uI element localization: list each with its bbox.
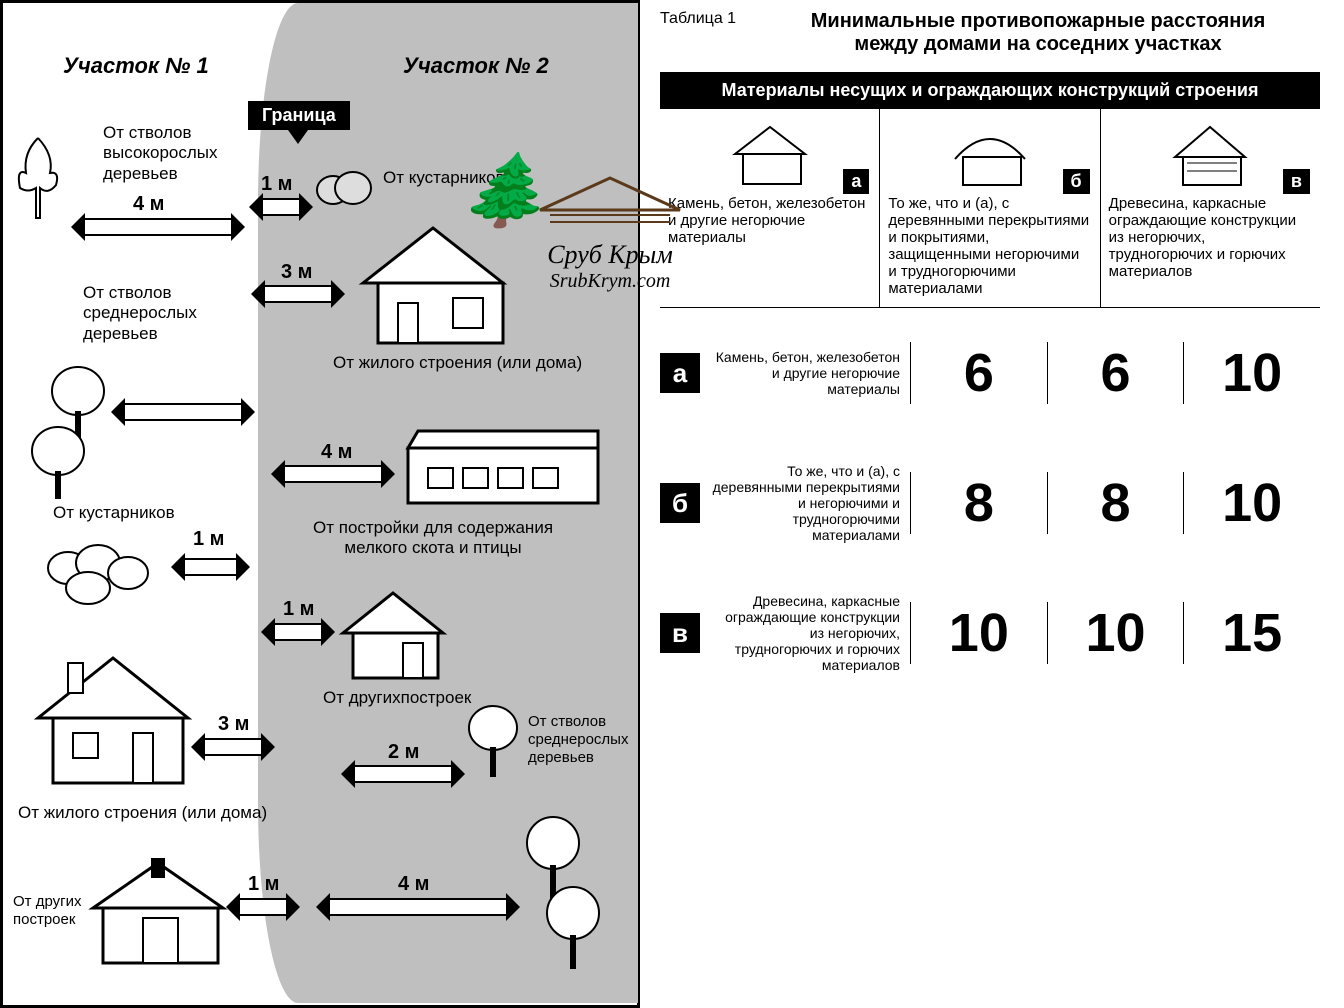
fire-distance-table: Таблица 1 Минимальные противопожарные ра… [640,0,1340,1008]
row-desc-a: Камень, бетон, железобетон и другие него… [710,349,910,397]
table-row: б То же, что и (а), с деревянными перекр… [660,438,1320,568]
med-tree-icon [463,703,523,783]
arrow-icon [83,218,233,236]
dist-4m-2: 4 м [321,441,352,464]
big-house-icon [23,643,203,793]
house-a-icon [725,119,815,189]
bush-cluster-icon [43,543,163,613]
badge-c: в [1283,169,1310,194]
small-house-icon [333,583,453,683]
house-icon [343,213,523,353]
arrow-icon [283,465,383,483]
table-title: Минимальные противопожарные расстояния м… [776,10,1300,56]
col-b-desc: То же, что и (а), с деревянными перекрыт… [888,195,1091,297]
label-bushes-1: От кустарников [53,503,175,523]
plot1-title: Участок № 1 [63,53,209,79]
cell-value: 8 [1047,472,1184,534]
watermark-line1: Сруб Крым [520,240,700,270]
border-label: Граница [248,101,350,130]
dist-1m-3: 1 м [283,598,314,621]
badge-a: а [843,169,869,194]
tall-tree-icon [8,133,68,223]
cell-value: 10 [1047,602,1184,664]
col-b: б То же, что и (а), с деревянными перекр… [880,109,1100,307]
row-desc-b: То же, что и (а), с деревянными перекрыт… [710,463,910,543]
label-other-1: От других построек [13,893,81,929]
cell-value: 10 [1183,472,1320,534]
cell-value: 10 [1183,342,1320,404]
row-badge-b: б [660,483,700,523]
arrow-icon [353,765,453,783]
badge-b: б [1063,169,1090,194]
arrow-icon [238,898,288,916]
cell-value: 15 [1183,602,1320,664]
arrow-icon [263,285,333,303]
cell-value: 6 [910,342,1047,404]
column-headers: а Камень, бетон, железобетон и другие не… [660,109,1320,307]
label-med-trees-2: От стволов среднерослых деревьев [528,713,628,767]
arrow-icon [261,198,301,216]
label-barn: От постройки для содержания мелкого скот… [313,518,553,559]
watermark: 🌲 Сруб Крым SrubKrym.com [520,170,700,293]
arrow-icon [273,623,323,641]
label-house-2: От жилого строения (или дома) [333,353,582,373]
table-header: Материалы несущих и ограждающих конструк… [660,72,1320,109]
bush-icon [313,168,373,208]
table-row: а Камень, бетон, железобетон и другие не… [660,308,1320,438]
cell-value: 6 [1047,342,1184,404]
dist-1m-2: 1 м [193,528,224,551]
house-b-icon [945,119,1035,189]
row-badge-a: а [660,353,700,393]
watermark-line2: SrubKrym.com [520,270,700,293]
arrow-icon [183,558,238,576]
arrow-icon [328,898,508,916]
label-house-1: От жилого строения (или дома) [18,803,267,823]
cell-value: 10 [910,602,1047,664]
table-row: в Древесина, каркасные ограждающие конст… [660,568,1320,698]
col-c-desc: Древесина, каркасные ограждающие констру… [1109,195,1312,280]
dist-1m-1: 1 м [261,173,292,196]
dist-1m-4: 1 м [248,873,279,896]
dist-2m: 2 м [388,741,419,764]
tall-tree-icon [543,883,603,973]
row-desc-c: Древесина, каркасные ограждающие констру… [710,593,910,673]
med-tree-icon [23,423,93,503]
label-other-2: От другихпостроек [323,688,471,708]
dist-4m-1: 4 м [133,193,164,216]
arrow-icon [203,738,263,756]
barn2-icon [83,853,233,973]
data-rows: а Камень, бетон, железобетон и другие не… [660,307,1320,698]
label-med-trees: От стволов среднерослых деревьев [83,283,197,344]
dist-4m-3: 4 м [398,873,429,896]
dist-3m-1: 3 м [281,261,312,284]
col-c: в Древесина, каркасные ограждающие конст… [1101,109,1320,307]
house-c-icon [1165,119,1255,189]
plot2-title: Участок № 2 [403,53,549,79]
dist-3m-2: 3 м [218,713,249,736]
arrow-icon [123,403,243,421]
table-caption: Таблица 1 [660,10,736,28]
barn-icon [403,423,603,513]
label-tall-trees: От стволов высокорослых деревьев [103,123,218,184]
row-badge-c: в [660,613,700,653]
cell-value: 8 [910,472,1047,534]
pine-tree-icon: 🌲 [460,150,547,232]
